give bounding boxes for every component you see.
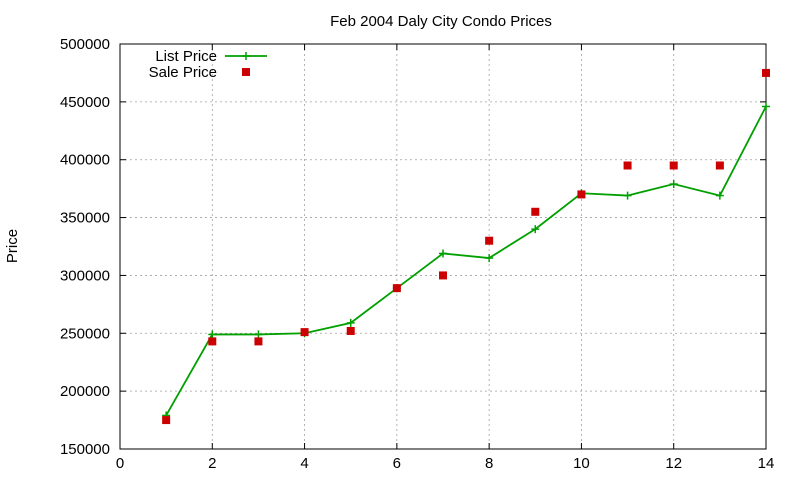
y-tick-label: 400000 <box>60 152 110 169</box>
x-tick-label: 8 <box>485 455 493 472</box>
sale-price-point <box>623 161 632 170</box>
x-tick-label: 0 <box>116 455 124 472</box>
sale-price-point <box>577 190 586 199</box>
x-tick-label: 6 <box>393 455 401 472</box>
legend-label-list-price: List Price <box>155 48 217 65</box>
sale-price-point <box>762 68 770 77</box>
sale-price-point <box>531 207 540 216</box>
list-price-point <box>715 191 724 200</box>
x-tick-label: 14 <box>758 455 775 472</box>
list-price-point <box>208 330 217 339</box>
list-price-series <box>162 102 770 420</box>
legend-label-sale-price: Sale Price <box>149 64 217 81</box>
axis-ticks: 0 2 4 6 8 10 12 14 150000 200000 250000 300000 35000… <box>60 36 774 472</box>
y-tick-label: 500000 <box>60 36 110 53</box>
sale-price-point <box>346 326 355 335</box>
sale-price-point <box>669 161 678 170</box>
y-axis-label: Price <box>4 229 21 263</box>
list-price-point <box>254 330 263 339</box>
sale-price-point <box>162 416 171 425</box>
sale-price-point <box>300 328 309 337</box>
list-price-point <box>346 318 355 327</box>
sale-price-point <box>208 337 217 346</box>
y-tick-label: 200000 <box>60 383 110 400</box>
chart-title: Feb 2004 Daly City Condo Prices <box>330 13 552 30</box>
sale-price-point <box>439 271 447 280</box>
y-tick-label: 450000 <box>60 94 110 111</box>
list-price-point <box>531 225 540 234</box>
legend-marker-list-price <box>242 52 250 60</box>
sale-price-point <box>485 236 494 245</box>
y-tick-label: 150000 <box>60 441 110 458</box>
sale-price-series <box>162 68 770 425</box>
x-tick-label: 2 <box>208 455 216 472</box>
y-tick-label: 350000 <box>60 210 110 227</box>
sale-price-point <box>254 337 263 346</box>
list-price-point <box>762 102 770 111</box>
y-tick-label: 250000 <box>60 325 110 342</box>
grid-lines <box>120 44 766 449</box>
plot-frame <box>119 43 767 450</box>
list-price-point <box>439 249 447 258</box>
list-price-point <box>623 191 632 200</box>
sale-price-point <box>392 284 401 293</box>
series-layer <box>162 68 770 425</box>
sale-price-point <box>715 161 724 170</box>
x-tick-label: 10 <box>573 455 590 472</box>
legend-marker-sale-price <box>242 68 250 76</box>
list-price-line <box>165 106 767 416</box>
list-price-point <box>485 254 494 263</box>
y-tick-label: 300000 <box>60 267 110 284</box>
list-price-point <box>669 180 678 189</box>
x-tick-label: 12 <box>665 455 682 472</box>
x-tick-label: 4 <box>300 455 308 472</box>
